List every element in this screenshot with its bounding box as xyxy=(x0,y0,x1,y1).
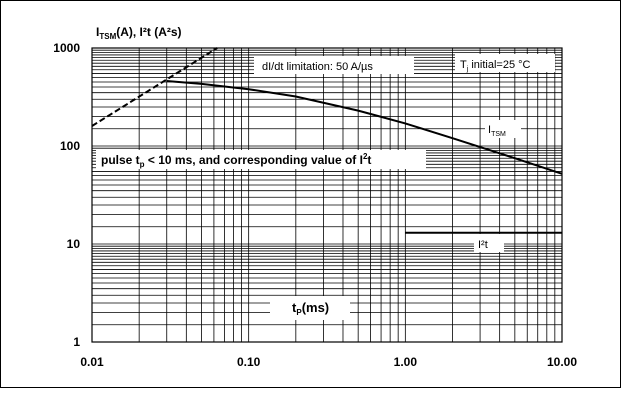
itsm-series-label: ITSM xyxy=(488,124,506,138)
x-tick-label-0: 0.01 xyxy=(80,355,104,369)
y-tick-label-0: 1 xyxy=(73,335,80,349)
i2t-label-box xyxy=(474,234,504,252)
didt-box xyxy=(254,56,414,74)
y-tick-label-1: 10 xyxy=(67,237,81,251)
x-axis-label: tP(ms) xyxy=(292,300,329,317)
x-tick-label-2: 1.00 xyxy=(394,355,418,369)
series-line-i-tsm xyxy=(166,80,563,175)
pulse-annotation: pulse tp < 10 ms, and corresponding valu… xyxy=(101,152,371,169)
y-axis-label: ITSM(A), I²t (A²s) xyxy=(96,25,182,41)
i2t-series-label: I²t xyxy=(478,239,488,251)
itsm-label-box xyxy=(485,120,521,138)
series-line-di-dt-limitation xyxy=(91,47,218,127)
xlabel-box xyxy=(270,296,350,320)
x-tick-label-3: 10.00 xyxy=(547,355,577,369)
x-tick-label-1: 0.10 xyxy=(237,355,261,369)
y-tick-label-2: 100 xyxy=(60,139,80,153)
tj-annotation: Tj initial=25 °C xyxy=(460,59,531,73)
didt-annotation: dI/dt limitation: 50 A/µs xyxy=(262,61,373,73)
tj-box xyxy=(455,54,555,72)
y-tick-label-3: 1000 xyxy=(53,41,80,55)
grid xyxy=(91,48,562,343)
pulse-box xyxy=(96,150,426,169)
plot-border xyxy=(91,47,563,343)
series-layer xyxy=(91,47,563,234)
tick-labels: 0.01 0.10 1.00 10.00 1 10 100 1000 xyxy=(53,41,577,369)
